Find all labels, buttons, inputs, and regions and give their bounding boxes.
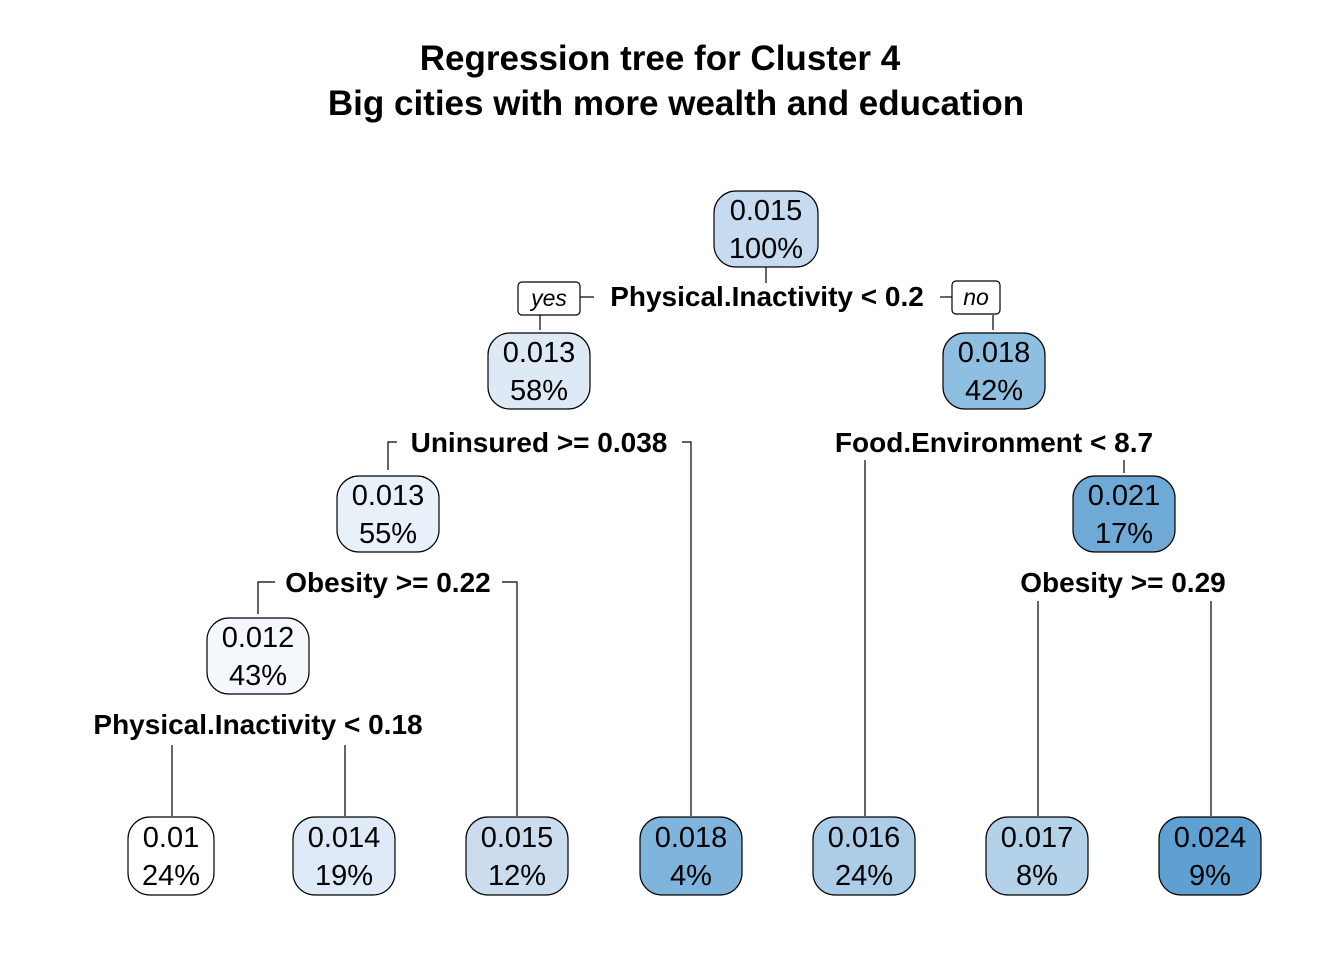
no-label-box — [951, 280, 1001, 315]
tree-node-percent-l6: 8% — [1016, 860, 1058, 892]
tree-node-box-n2 — [487, 332, 591, 410]
tree-node-n2: 0.013 58% — [487, 332, 591, 410]
tree-node-percent-l7: 9% — [1189, 860, 1231, 892]
tree-node-n8: 0.012 43% — [206, 617, 310, 695]
tree-node-percent-n3: 42% — [965, 375, 1023, 407]
tree-node-box-n7 — [1072, 475, 1176, 553]
tree-node-value-l6: 0.017 — [1001, 822, 1074, 854]
tree-node-l3: 0.015 12% — [465, 816, 569, 896]
edge-n4-to-l3 — [502, 581, 518, 816]
tree-node-percent-l1: 24% — [142, 860, 200, 892]
tree-node-box-l5 — [812, 816, 916, 896]
tree-edges — [171, 267, 1212, 816]
tree-node-percent-root: 100% — [729, 233, 803, 265]
tree-nodes: 0.015 100% 0.013 58% 0.018 42% 0.013 55% 0.021 17… — [127, 190, 1262, 896]
tree-node-value-l2: 0.014 — [308, 822, 381, 854]
no-label-text: no — [963, 284, 989, 310]
tree-node-value-n8: 0.012 — [222, 622, 295, 654]
tree-node-box-l7 — [1158, 816, 1262, 896]
tree-node-value-l3: 0.015 — [481, 822, 554, 854]
tree-node-root: 0.015 100% — [713, 190, 819, 268]
tree-node-percent-l4: 4% — [670, 860, 712, 892]
tree-node-value-l7: 0.024 — [1174, 822, 1247, 854]
split-label-n8: Physical.Inactivity < 0.18 — [93, 709, 422, 740]
tree-node-l5: 0.016 24% — [812, 816, 916, 896]
tree-node-box-l1 — [127, 816, 215, 896]
tree-node-box-n3 — [942, 332, 1046, 410]
tree-node-value-n7: 0.021 — [1088, 480, 1161, 512]
split-label-n7: Obesity >= 0.29 — [1020, 567, 1225, 598]
tree-node-l6: 0.017 8% — [985, 816, 1089, 896]
tree-node-value-l5: 0.016 — [828, 822, 901, 854]
yes-label-text: yes — [529, 285, 567, 311]
tree-node-n4: 0.013 55% — [336, 475, 440, 553]
split-label-n2: Uninsured >= 0.038 — [411, 427, 668, 458]
tree-node-box-l4 — [639, 816, 743, 896]
tree-node-l4: 0.018 4% — [639, 816, 743, 896]
tree-node-value-l1: 0.01 — [143, 822, 199, 854]
tree-node-percent-l3: 12% — [488, 860, 546, 892]
yes-label-box — [517, 281, 581, 316]
tree-node-box-n4 — [336, 475, 440, 553]
split-label-root: Physical.Inactivity < 0.2 — [610, 281, 924, 312]
title-line-2: Big cities with more wealth and educatio… — [328, 84, 1024, 123]
tree-node-percent-n8: 43% — [229, 660, 287, 692]
tree-node-box-l6 — [985, 816, 1089, 896]
tree-node-n7: 0.021 17% — [1072, 475, 1176, 553]
tree-node-value-root: 0.015 — [730, 195, 803, 227]
edge-n2-to-l4 — [682, 441, 692, 816]
yes-label: yes — [517, 281, 581, 316]
tree-node-l1: 0.01 24% — [127, 816, 215, 896]
split-labels: Physical.Inactivity < 0.2 Uninsured >= 0… — [93, 281, 1225, 740]
tree-node-n3: 0.018 42% — [942, 332, 1046, 410]
no-label: no — [951, 280, 1001, 315]
tree-node-percent-n2: 58% — [510, 375, 568, 407]
title-line-1: Regression tree for Cluster 4 — [420, 39, 901, 78]
tree-node-box-root — [713, 190, 819, 268]
tree-node-box-n8 — [206, 617, 310, 695]
tree-node-l7: 0.024 9% — [1158, 816, 1262, 896]
tree-node-box-l2 — [292, 816, 396, 896]
tree-node-l2: 0.014 19% — [292, 816, 396, 896]
tree-node-percent-l5: 24% — [835, 860, 893, 892]
tree-node-percent-n4: 55% — [359, 518, 417, 550]
tree-node-value-n4: 0.013 — [352, 480, 425, 512]
split-label-n3: Food.Environment < 8.7 — [835, 427, 1153, 458]
tree-node-percent-l2: 19% — [315, 860, 373, 892]
tree-node-box-l3 — [465, 816, 569, 896]
tree-node-value-n2: 0.013 — [503, 337, 576, 369]
tree-node-percent-n7: 17% — [1095, 518, 1153, 550]
edge-n2-to-n4 — [387, 441, 397, 470]
edge-n4-to-n8 — [257, 581, 275, 614]
tree-node-value-n3: 0.018 — [958, 337, 1031, 369]
tree-node-value-l4: 0.018 — [655, 822, 728, 854]
split-label-n4: Obesity >= 0.22 — [285, 567, 490, 598]
